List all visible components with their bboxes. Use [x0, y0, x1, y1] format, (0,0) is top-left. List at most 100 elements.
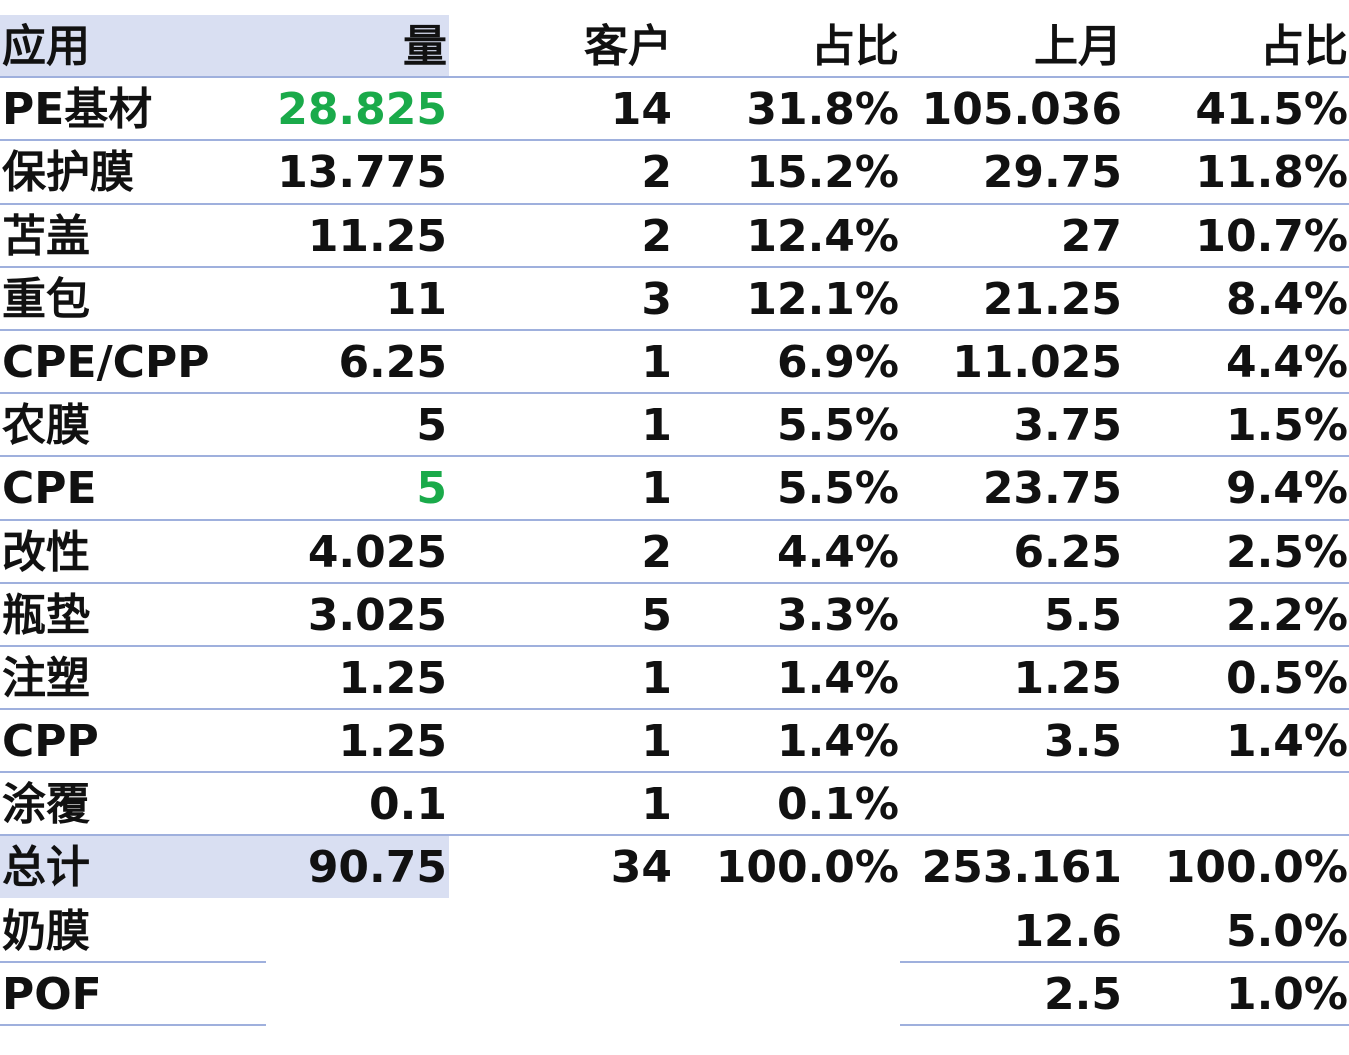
cell-share[interactable]: 1.4%: [776, 716, 899, 768]
cell-last-share[interactable]: 1.5%: [1225, 400, 1348, 452]
cell-app[interactable]: CPP: [2, 716, 99, 768]
header-last-share[interactable]: 占比: [1260, 21, 1348, 72]
row-divider: [0, 644, 1349, 647]
header-customers[interactable]: 客户: [584, 21, 672, 72]
cell-app[interactable]: 保护膜: [2, 147, 134, 199]
row-divider: [0, 202, 1349, 205]
cell-app[interactable]: 苫盖: [2, 210, 90, 262]
table-row: CPE/CPP 6.25 1 6.9% 11.025 4.4%: [0, 331, 1349, 395]
cell-customers[interactable]: 2: [641, 210, 672, 262]
cell-volume[interactable]: 0.1: [369, 779, 447, 831]
cell-app[interactable]: 注塑: [2, 652, 90, 704]
cell-customers[interactable]: 1: [641, 336, 672, 388]
cell-customers[interactable]: 2: [641, 147, 672, 199]
cell-last-month[interactable]: 12.6: [1013, 905, 1122, 957]
cell-last-share[interactable]: 0.5%: [1225, 652, 1348, 704]
cell-customers[interactable]: 1: [641, 652, 672, 704]
cell-app[interactable]: PE基材: [2, 84, 153, 136]
cell-customers[interactable]: 1: [641, 463, 672, 515]
cell-last-month[interactable]: 29.75: [982, 147, 1122, 199]
cell-customers[interactable]: 5: [641, 589, 672, 641]
cell-share[interactable]: 15.2%: [746, 147, 899, 199]
total-label[interactable]: 总计: [0, 836, 266, 899]
table-row: CPP 1.25 1 1.4% 3.5 1.4%: [0, 710, 1349, 774]
cell-volume[interactable]: 6.25: [338, 336, 447, 388]
cell-share[interactable]: 3.3%: [776, 589, 899, 641]
cell-last-month[interactable]: 5.5: [1044, 589, 1122, 641]
cell-last-month[interactable]: 1.25: [1013, 652, 1122, 704]
row-divider-right: [900, 1024, 1349, 1026]
cell-app[interactable]: CPE: [2, 463, 97, 515]
cell-last-month[interactable]: 11.025: [952, 336, 1122, 388]
header-app[interactable]: 应用: [0, 15, 266, 77]
header-last-month[interactable]: 上月: [1034, 21, 1122, 72]
cell-customers[interactable]: 14: [610, 84, 672, 136]
cell-last-share[interactable]: 11.8%: [1195, 147, 1348, 199]
cell-customers[interactable]: 3: [641, 273, 672, 325]
cell-last-month[interactable]: [900, 773, 1124, 835]
total-customers[interactable]: 34: [610, 842, 672, 894]
cell-share[interactable]: 6.9%: [776, 336, 899, 388]
cell-last-share[interactable]: 5.0%: [1225, 905, 1348, 957]
cell-volume[interactable]: 1.25: [338, 652, 447, 704]
total-row: 总计 90.75 34 100.0% 253.161 100.0%: [0, 836, 1349, 899]
cell-last-share[interactable]: 4.4%: [1225, 336, 1348, 388]
cell-last-month[interactable]: 21.25: [982, 273, 1122, 325]
cell-last-share[interactable]: 9.4%: [1225, 463, 1348, 515]
cell-share[interactable]: 12.4%: [746, 210, 899, 262]
cell-customers[interactable]: 2: [641, 526, 672, 578]
cell-last-share[interactable]: 8.4%: [1225, 273, 1348, 325]
cell-app[interactable]: POF: [2, 968, 102, 1020]
cell-last-share[interactable]: 2.5%: [1225, 526, 1348, 578]
cell-volume[interactable]: 11: [385, 273, 447, 325]
cell-last-share[interactable]: [1124, 773, 1349, 835]
cell-customers[interactable]: 1: [641, 716, 672, 768]
cell-last-share[interactable]: 41.5%: [1195, 84, 1348, 136]
cell-volume[interactable]: 11.25: [307, 210, 447, 262]
header-volume[interactable]: 量: [266, 15, 449, 77]
cell-last-share[interactable]: 2.2%: [1225, 589, 1348, 641]
cell-share[interactable]: 4.4%: [776, 526, 899, 578]
cell-volume[interactable]: 1.25: [338, 716, 447, 768]
table-row: 改性 4.025 2 4.4% 6.25 2.5%: [0, 521, 1349, 584]
cell-share[interactable]: 5.5%: [776, 463, 899, 515]
cell-last-month[interactable]: 23.75: [982, 463, 1122, 515]
cell-share[interactable]: 31.8%: [746, 84, 899, 136]
cell-share[interactable]: 5.5%: [776, 400, 899, 452]
cell-last-month[interactable]: 3.5: [1044, 716, 1122, 768]
cell-volume[interactable]: 3.025: [307, 589, 447, 641]
cell-last-month[interactable]: 2.5: [1044, 968, 1122, 1020]
cell-last-share[interactable]: 1.4%: [1225, 716, 1348, 768]
cell-app[interactable]: 改性: [2, 526, 90, 578]
total-volume[interactable]: 90.75: [266, 836, 449, 899]
cell-share[interactable]: 12.1%: [746, 273, 899, 325]
cell-volume[interactable]: 13.775: [277, 147, 447, 199]
cell-volume[interactable]: 4.025: [307, 526, 447, 578]
cell-last-month[interactable]: 3.75: [1013, 400, 1122, 452]
cell-share[interactable]: 1.4%: [776, 652, 899, 704]
cell-customers[interactable]: 1: [641, 779, 672, 831]
cell-last-month[interactable]: 6.25: [1013, 526, 1122, 578]
table-row: 注塑 1.25 1 1.4% 1.25 0.5%: [0, 647, 1349, 711]
cell-last-month[interactable]: 27: [1060, 210, 1122, 262]
total-last-share[interactable]: 100.0%: [1164, 842, 1348, 894]
cell-share[interactable]: 0.1%: [776, 779, 899, 831]
cell-customers[interactable]: 1: [641, 400, 672, 452]
total-last-month[interactable]: 253.161: [921, 842, 1122, 894]
cell-app[interactable]: 重包: [2, 273, 90, 325]
cell-app[interactable]: 瓶垫: [2, 589, 90, 641]
total-share[interactable]: 100.0%: [715, 842, 899, 894]
cell-last-month[interactable]: 105.036: [921, 84, 1122, 136]
cell-volume[interactable]: 5: [416, 463, 447, 515]
cell-last-share[interactable]: 1.0%: [1225, 968, 1348, 1020]
cell-app[interactable]: 涂覆: [2, 779, 90, 831]
header-share[interactable]: 占比: [811, 21, 899, 72]
cell-app[interactable]: 奶膜: [2, 905, 90, 957]
extra-row: 奶膜 12.6 5.0%: [0, 900, 1349, 963]
cell-volume[interactable]: 5: [416, 400, 447, 452]
cell-volume[interactable]: 28.825: [277, 84, 447, 136]
row-divider-left: [0, 1024, 266, 1026]
cell-app[interactable]: CPE/CPP: [2, 336, 210, 388]
cell-app[interactable]: 农膜: [2, 400, 90, 452]
cell-last-share[interactable]: 10.7%: [1195, 210, 1348, 262]
